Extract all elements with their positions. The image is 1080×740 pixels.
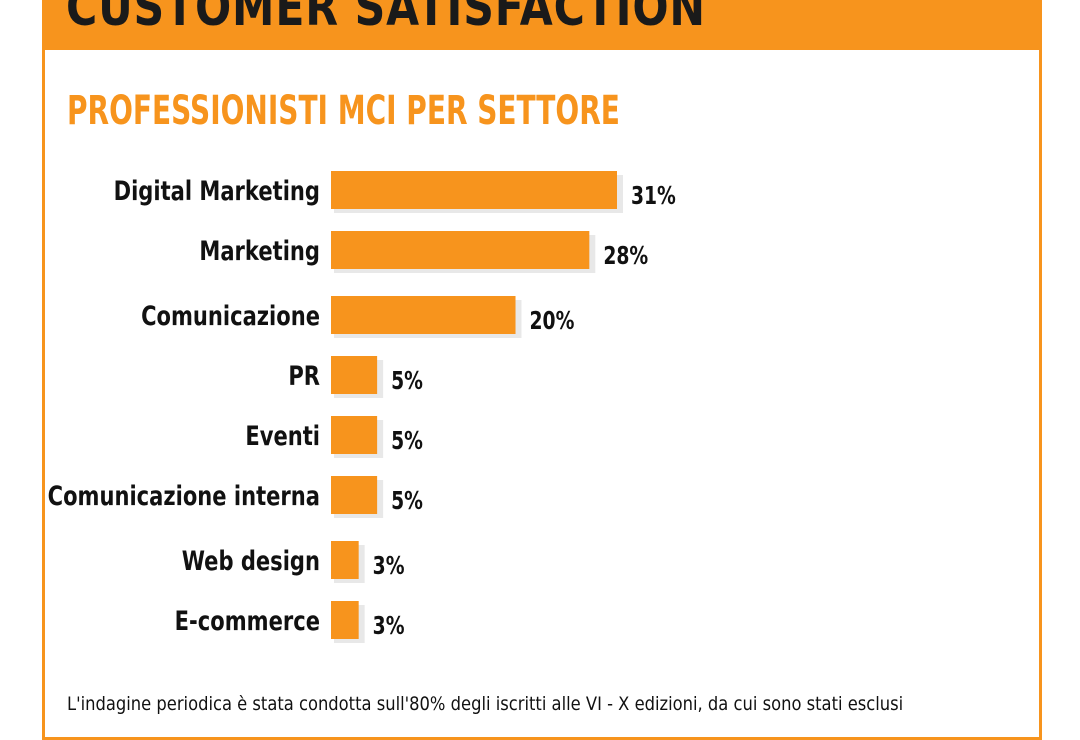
value-label: 5% — [391, 486, 423, 515]
bar-group: Marketing 28% — [199, 231, 648, 273]
infographic-frame — [42, 0, 1042, 740]
category-label: Web design — [182, 545, 320, 576]
value-label: 5% — [391, 426, 423, 455]
category-label: Comunicazione — [141, 300, 320, 331]
bar-group: Comunicazione interna 5% — [48, 476, 423, 518]
category-label: Digital Marketing — [114, 175, 320, 206]
bar-group: E-commerce 3% — [175, 601, 405, 643]
bar — [331, 601, 359, 639]
header-band: CUSTOMER SATISFACTION — [42, 0, 1042, 50]
value-label: 28% — [603, 241, 648, 270]
bar-group: PR 5% — [288, 356, 423, 398]
category-label: E-commerce — [175, 605, 320, 636]
value-label: 20% — [530, 306, 575, 335]
bar-chart: Digital Marketing 31% Marketing 28% Comunica… — [48, 171, 676, 643]
category-label: Marketing — [199, 235, 320, 266]
bar — [331, 416, 378, 454]
value-label: 3% — [373, 551, 405, 580]
bars-layer: Digital Marketing 31% Marketing 28% Comunica… — [48, 171, 676, 643]
footer-note: L'indagine periodica è stata condotta su… — [67, 693, 904, 715]
bar — [331, 296, 516, 334]
bar-group: Eventi 5% — [245, 416, 423, 458]
bar — [331, 231, 590, 269]
header-title: CUSTOMER SATISFACTION — [66, 0, 706, 38]
category-label: Comunicazione interna — [48, 480, 320, 511]
value-label: 31% — [631, 181, 676, 210]
category-label: Eventi — [245, 420, 320, 451]
bar — [331, 476, 378, 514]
bar-group: Web design 3% — [182, 541, 405, 583]
bar-group: Comunicazione 20% — [141, 296, 574, 338]
chart-title: PROFESSIONISTI MCI PER SETTORE — [67, 88, 620, 134]
bar — [331, 171, 617, 209]
bar — [331, 356, 378, 394]
value-label: 3% — [373, 611, 405, 640]
value-label: 5% — [391, 366, 423, 395]
bar — [331, 541, 359, 579]
category-label: PR — [288, 360, 320, 391]
bar-group: Digital Marketing 31% — [114, 171, 676, 213]
